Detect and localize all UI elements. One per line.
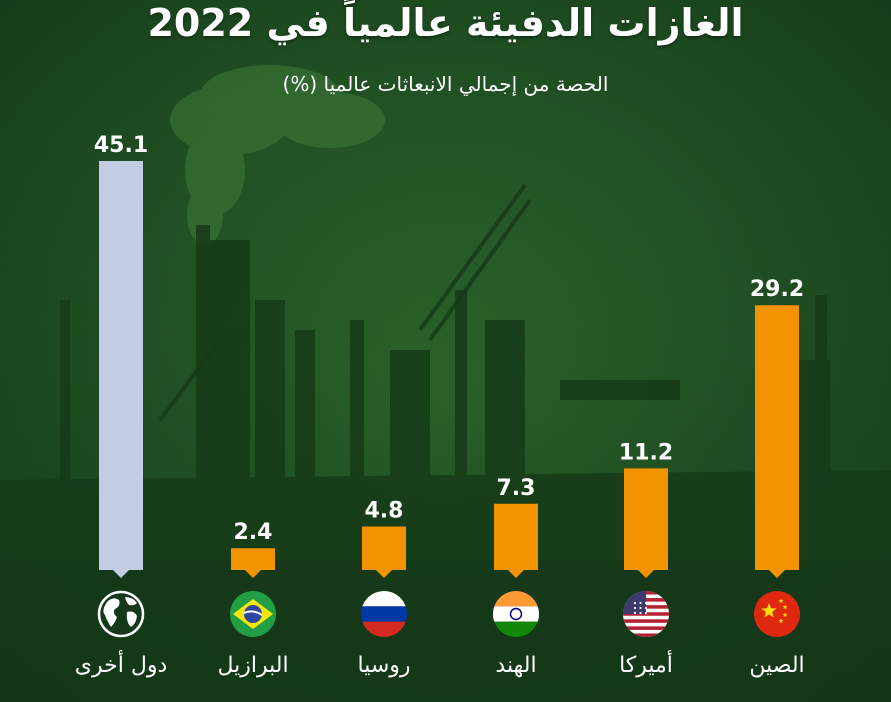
category-label: روسيا bbox=[357, 653, 410, 678]
bar bbox=[494, 503, 538, 578]
category-label: أميركا bbox=[619, 650, 673, 678]
usa-flag-icon bbox=[623, 591, 669, 637]
bar-group: 11.2 أميركا bbox=[619, 440, 673, 678]
value-label: 11.2 bbox=[619, 440, 673, 465]
category-label: الهند bbox=[495, 653, 536, 678]
brazil-flag-icon bbox=[230, 591, 276, 637]
value-label: 2.4 bbox=[234, 520, 273, 545]
globe-icon bbox=[97, 590, 145, 638]
bar-group: 45.1 دول أخرى bbox=[75, 133, 167, 678]
bar-group: 7.3 الهند bbox=[493, 476, 539, 678]
bar-group: 2.4 البرازيل bbox=[217, 520, 288, 678]
india-flag-icon bbox=[493, 591, 539, 637]
category-label: الصين bbox=[749, 653, 804, 678]
russia-flag-icon bbox=[361, 591, 407, 637]
bar-group: 4.8 روسيا bbox=[357, 498, 410, 678]
bar bbox=[362, 526, 406, 578]
chart-title: الغازات الدفيئة عالمياً في 2022 bbox=[147, 1, 744, 45]
value-label: 7.3 bbox=[497, 476, 536, 501]
bar bbox=[99, 161, 143, 578]
category-label: البرازيل bbox=[217, 653, 288, 678]
bar bbox=[755, 305, 799, 578]
bar bbox=[624, 468, 668, 578]
value-label: 45.1 bbox=[94, 133, 148, 158]
bar bbox=[231, 548, 275, 578]
value-label: 4.8 bbox=[365, 498, 404, 523]
chart-subtitle: الحصة من إجمالي الانبعاثات عالميا (%) bbox=[282, 72, 609, 96]
bar-group: 29.2 الصين bbox=[749, 277, 804, 678]
value-label: 29.2 bbox=[750, 277, 804, 302]
category-label: دول أخرى bbox=[75, 650, 167, 678]
china-flag-icon bbox=[754, 591, 800, 637]
